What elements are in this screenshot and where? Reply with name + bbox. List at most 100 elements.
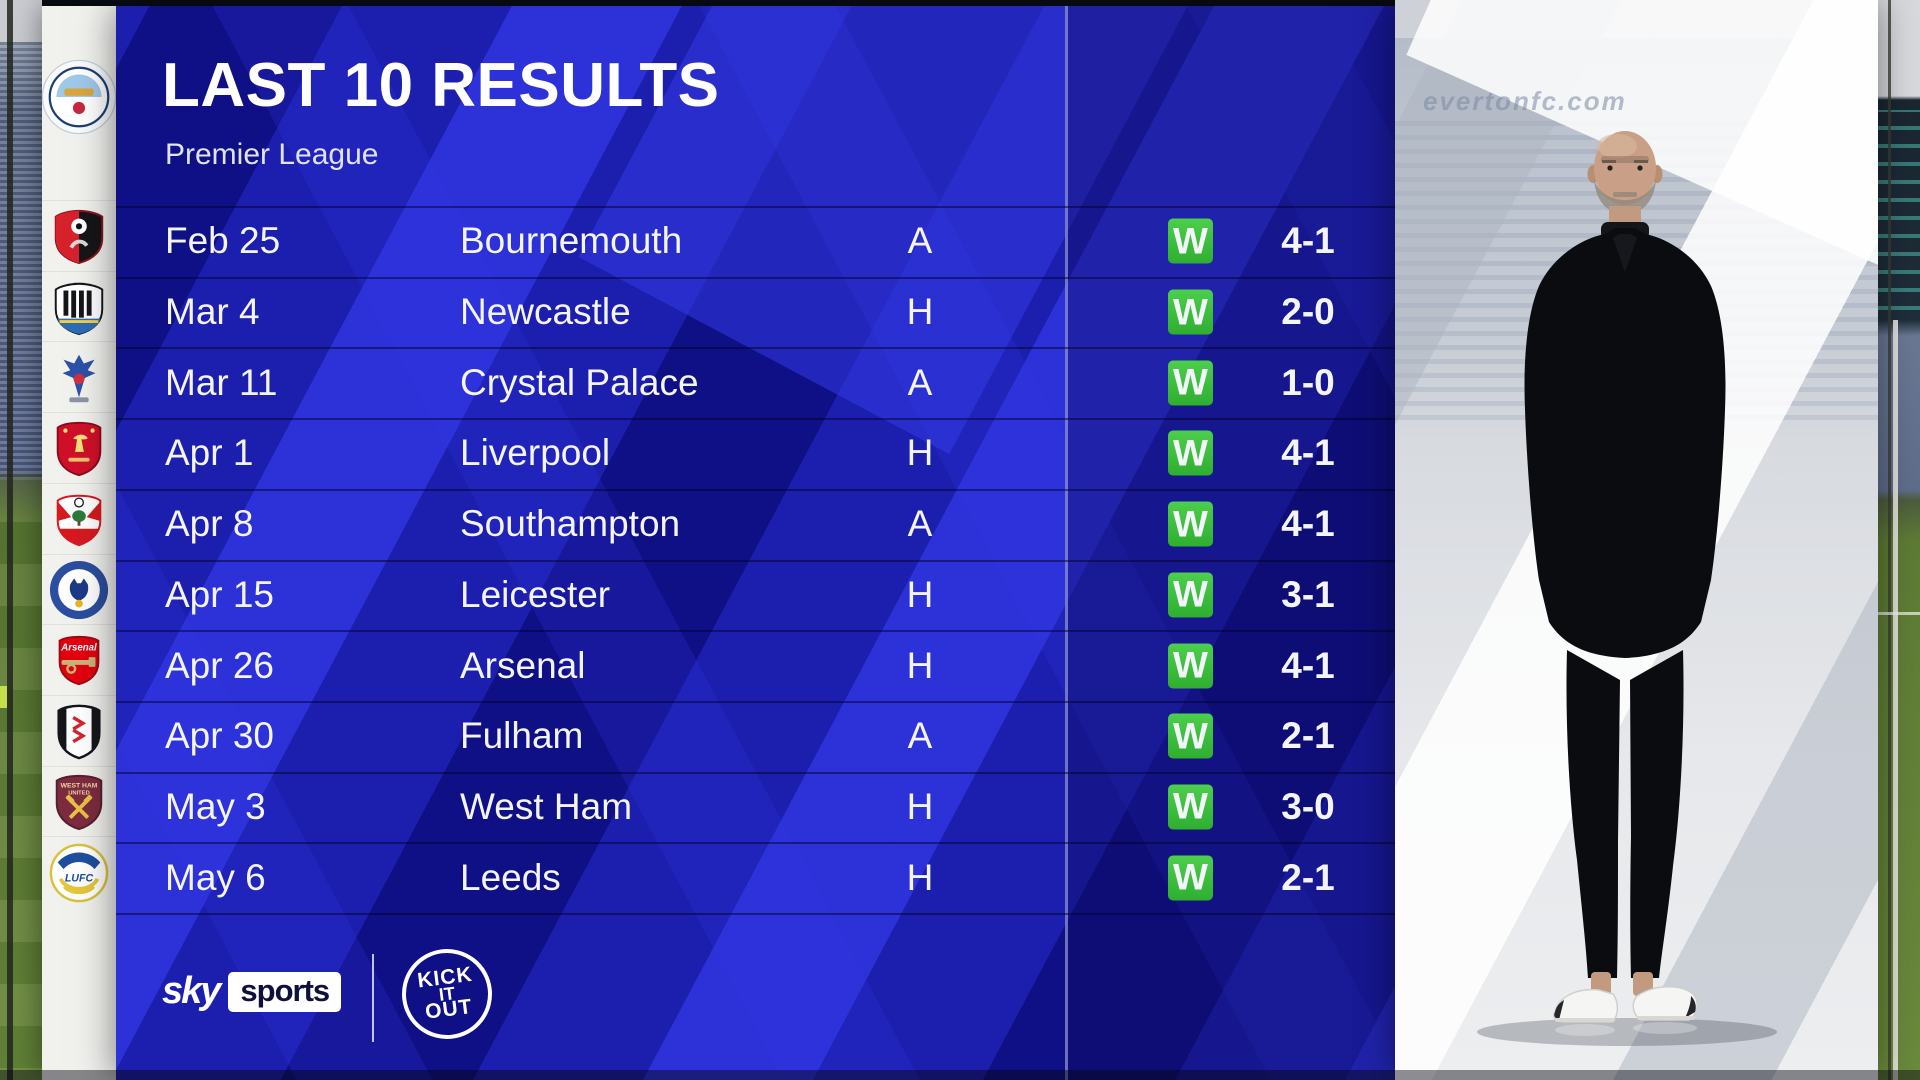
kio-line-3: OUT [424, 995, 474, 1025]
fulham-badge-icon [42, 694, 116, 767]
crystal-palace-badge-icon [42, 341, 116, 413]
result-row: Apr 26 Arsenal H W 4-1 [116, 630, 1395, 701]
venue-indicator: H [906, 291, 934, 333]
match-date: Apr 8 [165, 503, 254, 545]
manchester-city-badge-icon [40, 58, 118, 136]
leeds-badge-icon: LUFC [42, 836, 116, 908]
pitch-highlight [0, 686, 7, 708]
manager-panel: evertonfc.com [1395, 0, 1878, 1080]
match-date: Mar 11 [165, 361, 278, 403]
result-row: May 6 Leeds H W 2-1 [116, 842, 1395, 913]
opponent-name: Arsenal [460, 644, 586, 686]
rows-end-divider [116, 913, 1395, 915]
match-date: May 6 [165, 856, 266, 898]
svg-text:WEST HAM: WEST HAM [61, 782, 98, 789]
match-date: Mar 4 [165, 291, 260, 333]
venue-indicator: A [907, 503, 933, 545]
opponent-name: Bournemouth [460, 220, 683, 262]
leicester-badge-icon [42, 553, 116, 626]
result-row: Apr 30 Fulham A W 2-1 [116, 700, 1395, 772]
match-date: Apr 30 [165, 715, 275, 757]
result-row: Feb 25 Bournemouth A W 4-1 [116, 206, 1395, 277]
result-badge: W [1168, 218, 1213, 264]
sports-logo-box: sports [228, 971, 342, 1012]
newcastle-badge-icon [42, 270, 116, 343]
team-badge-rail: Arsenal WEST HAM UNITED LUFC [40, 6, 118, 1080]
result-row: Apr 1 Liverpool H W 4-1 [116, 418, 1395, 489]
match-score: 4-1 [1281, 503, 1335, 545]
competition-subtitle: Premier League [165, 138, 379, 171]
stadium-footage-left-edge [0, 0, 42, 1080]
result-badge: W [1168, 643, 1213, 689]
match-score: 2-0 [1281, 291, 1335, 333]
results-rows: Feb 25 Bournemouth A W 4-1 Mar 4 Newcast… [116, 206, 1395, 915]
venue-indicator: H [906, 573, 934, 615]
match-score: 2-1 [1281, 715, 1335, 757]
result-row: Mar 4 Newcastle H W 2-0 [116, 276, 1395, 348]
svg-text:Arsenal: Arsenal [60, 642, 97, 653]
logo-divider [372, 954, 374, 1042]
match-score: 3-1 [1281, 573, 1335, 615]
bottom-edge-shade [0, 1070, 1920, 1080]
match-date: Feb 25 [165, 220, 281, 262]
opponent-name: Leicester [460, 573, 611, 615]
venue-indicator: A [907, 220, 933, 262]
footer-logos: sky sports KICK IT OUT [116, 943, 1395, 1064]
scoreboard-texture [1878, 110, 1920, 310]
results-panel: LAST 10 RESULTS Premier League Feb 25 Bo… [116, 6, 1395, 1080]
result-row: May 3 West Ham H W 3-0 [116, 771, 1395, 843]
pep-guardiola-photo [1477, 131, 1777, 1046]
result-badge: W [1168, 784, 1213, 830]
goal-post-shadow-line [1888, 0, 1891, 1080]
opponent-name: Leeds [460, 856, 561, 898]
result-badge: W [1168, 360, 1213, 406]
result-badge: W [1168, 501, 1213, 547]
match-score: 4-1 [1281, 432, 1335, 474]
west-ham-badge-icon: WEST HAM UNITED [42, 765, 116, 838]
match-date: May 3 [165, 785, 266, 827]
sky-sports-logo: sky sports [162, 970, 342, 1013]
bournemouth-badge-icon [42, 200, 116, 272]
match-date: Apr 1 [165, 432, 254, 474]
opponent-name: Southampton [460, 503, 681, 545]
result-badge: W [1168, 855, 1213, 901]
venue-indicator: H [906, 432, 934, 474]
liverpool-badge-icon [42, 412, 116, 484]
result-row: Mar 11 Crystal Palace A W 1-0 [116, 347, 1395, 418]
match-score: 4-1 [1281, 220, 1335, 262]
result-row: Apr 8 Southampton A W 4-1 [116, 488, 1395, 560]
match-date: Apr 26 [165, 644, 275, 686]
score-column-zone [1065, 6, 1395, 1080]
match-date: Apr 15 [165, 573, 275, 615]
stadium-ad-text: evertonfc.com [1423, 86, 1627, 116]
svg-text:LUFC: LUFC [65, 872, 94, 884]
result-badge: W [1168, 430, 1213, 476]
venue-indicator: H [906, 856, 934, 898]
result-badge: W [1168, 713, 1213, 759]
sky-logo-text: sky [162, 970, 221, 1012]
match-score: 4-1 [1281, 644, 1335, 686]
pitch-marking-line [1878, 612, 1920, 615]
svg-text:UNITED: UNITED [68, 790, 90, 796]
kick-it-out-logo: KICK IT OUT [396, 943, 498, 1045]
arsenal-badge-icon: Arsenal [42, 624, 116, 696]
southampton-badge-icon [42, 482, 116, 555]
goal-post-line [7, 0, 13, 1080]
stadium-footage-right-edge [1878, 0, 1920, 1080]
venue-indicator: H [906, 644, 934, 686]
venue-indicator: A [907, 361, 933, 403]
page-title: LAST 10 RESULTS [162, 51, 720, 120]
opponent-name: Newcastle [460, 291, 631, 333]
opponent-name: Crystal Palace [460, 361, 699, 403]
result-row: Apr 15 Leicester H W 3-1 [116, 559, 1395, 631]
opponent-name: West Ham [460, 785, 633, 827]
result-badge: W [1168, 289, 1213, 335]
result-badge: W [1168, 572, 1213, 618]
venue-indicator: H [906, 785, 934, 827]
opponent-name: Fulham [460, 715, 584, 757]
opponent-name: Liverpool [460, 432, 611, 474]
venue-indicator: A [907, 715, 933, 757]
goal-post-white-line [1893, 320, 1898, 1080]
match-score: 3-0 [1281, 785, 1335, 827]
